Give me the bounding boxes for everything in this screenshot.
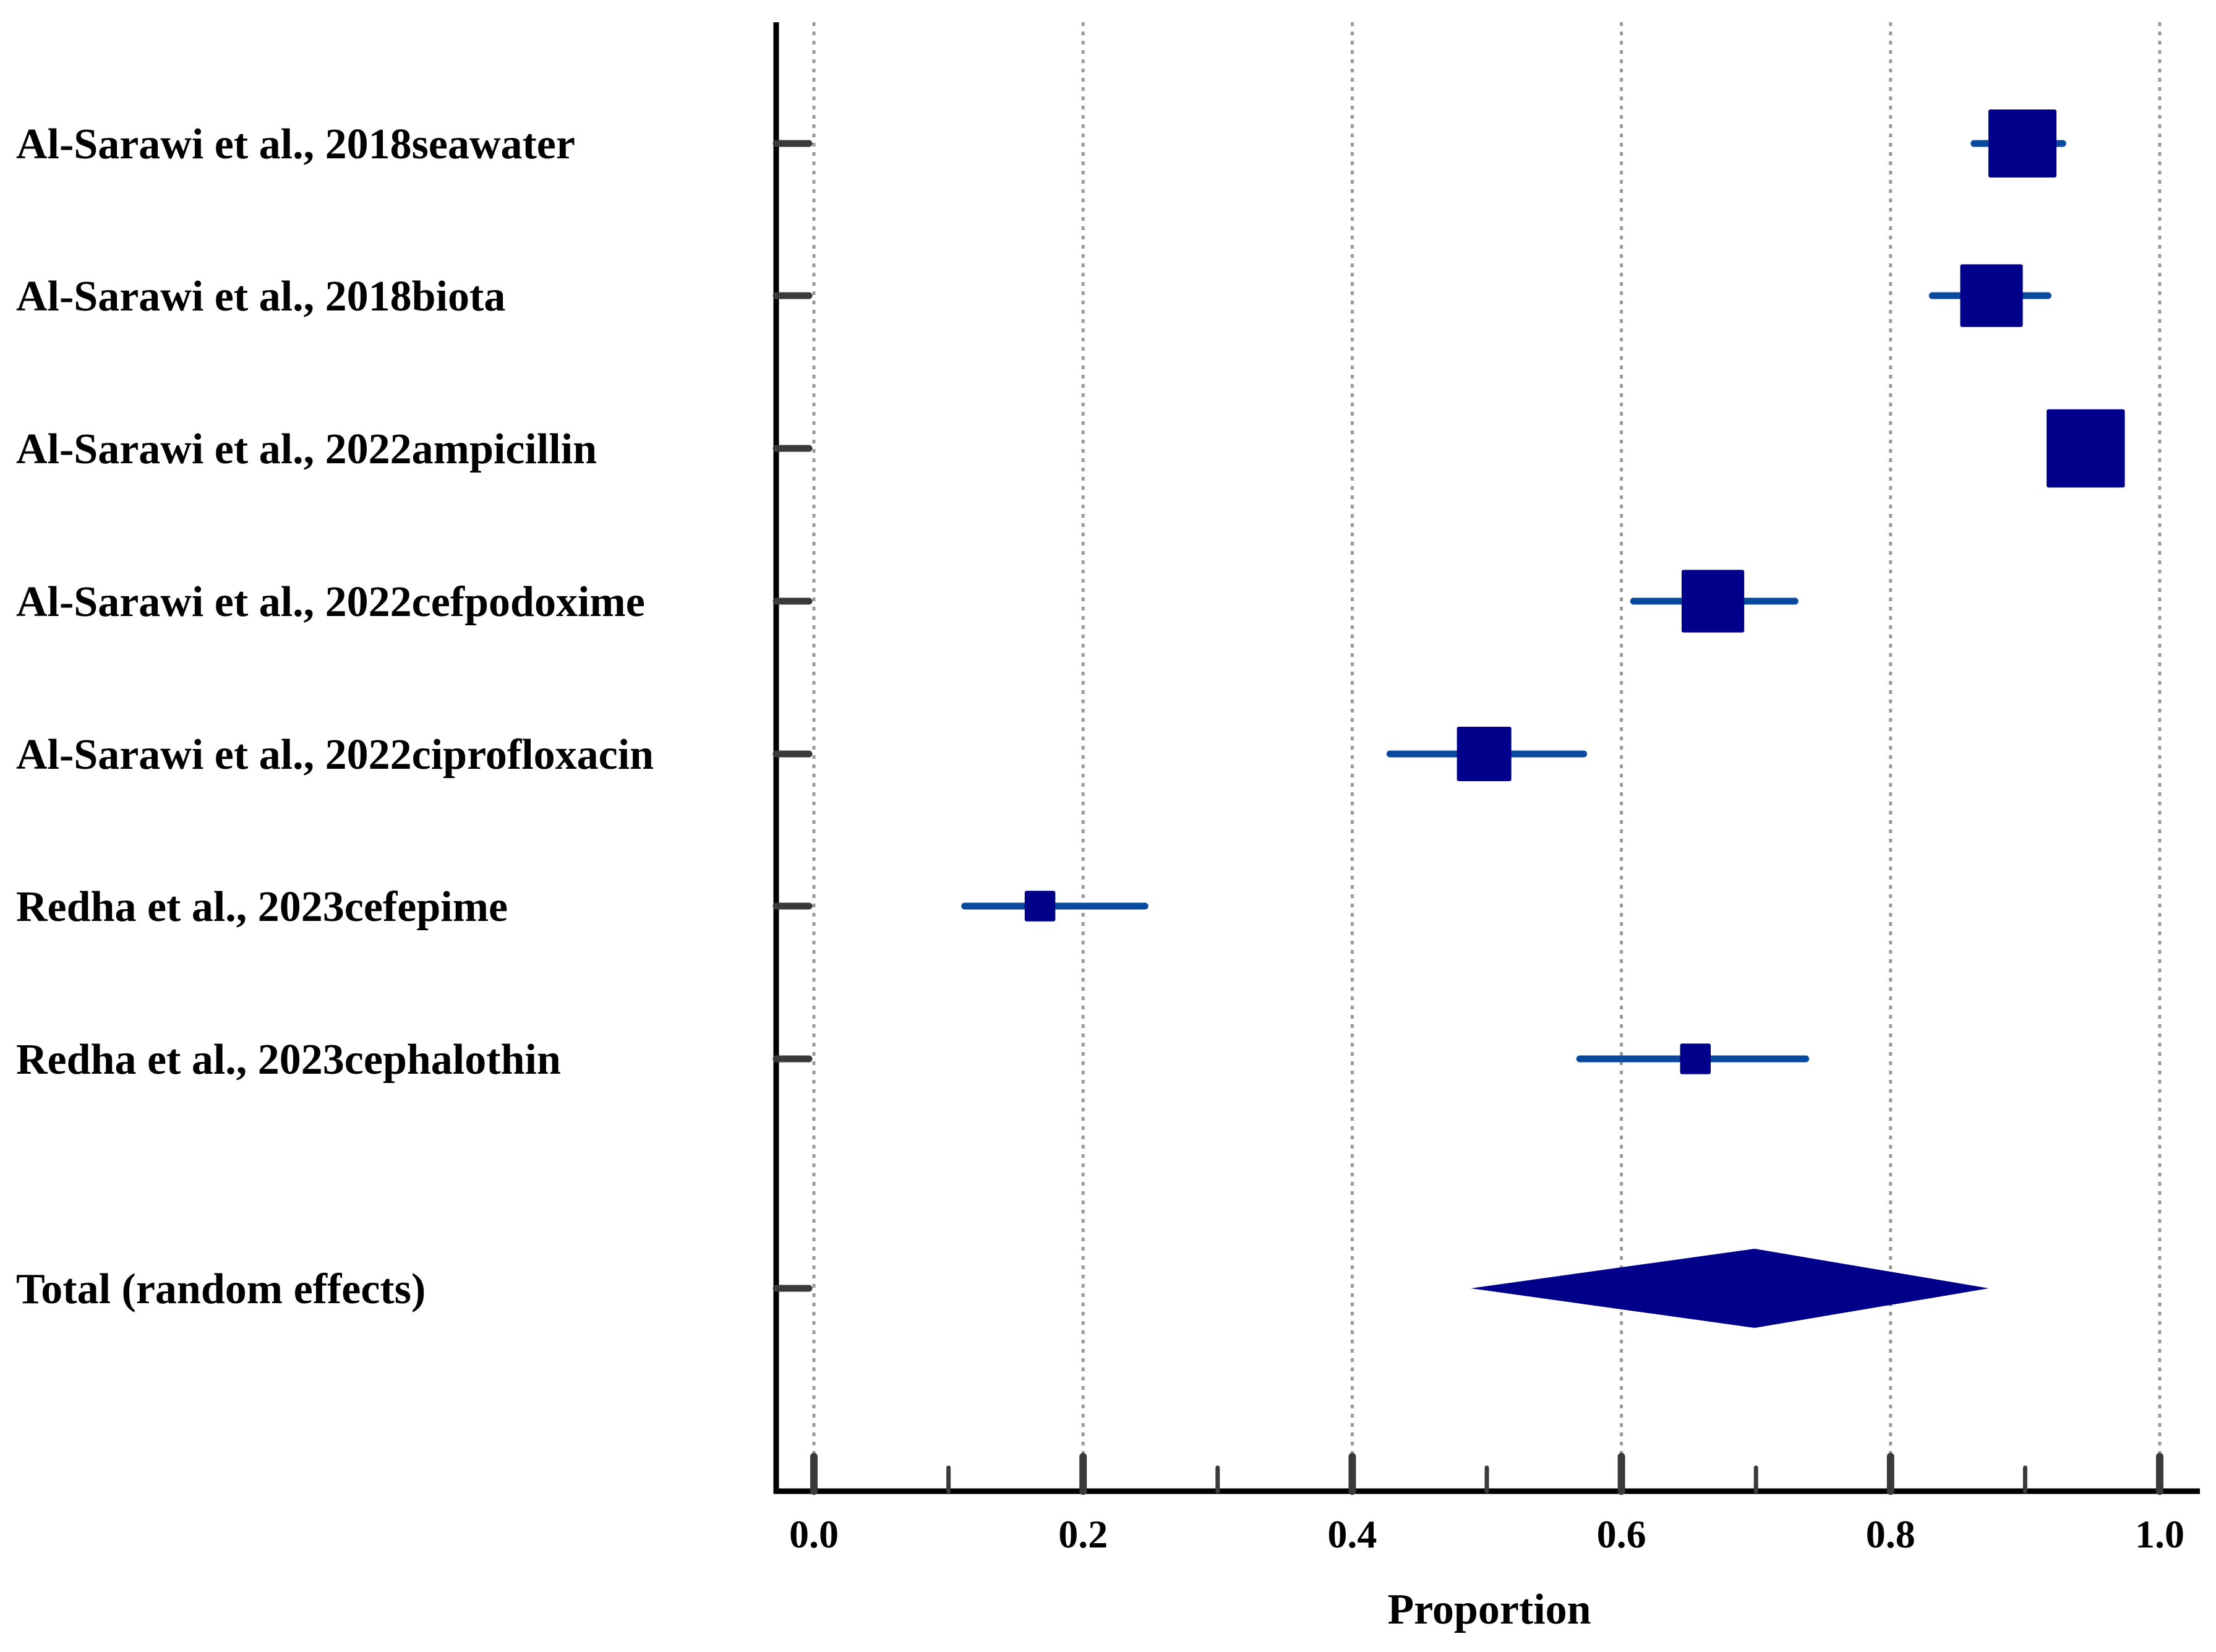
estimate-square-3 (1681, 570, 1745, 633)
estimate-square-1 (1960, 264, 2023, 327)
estimate-square-4 (1457, 727, 1512, 781)
study-label-4: Al-Sarawi et al., 2022ciprofloxacin (16, 731, 654, 779)
x-tick-label-0: 0.0 (789, 1512, 839, 1556)
x-tick-label-2: 0.4 (1327, 1512, 1377, 1556)
gridlines (812, 22, 2162, 1491)
study-labels: Al-Sarawi et al., 2018seawater Al-Sarawi … (16, 121, 654, 1313)
study-label-5: Redha et al., 2023cefepime (16, 883, 508, 931)
x-tick-label-4: 0.8 (1866, 1512, 1915, 1556)
study-marks (961, 109, 2125, 1328)
x-tick-label-3: 0.6 (1597, 1512, 1646, 1556)
pooled-label: Total (random effects) (16, 1265, 426, 1313)
estimate-square-5 (1024, 891, 1056, 922)
x-tick-label-1: 0.2 (1058, 1512, 1108, 1556)
study-label-3: Al-Sarawi et al., 2022cefpodoxime (16, 578, 645, 626)
x-axis-title: Proportion (1387, 1586, 1591, 1633)
study-label-2: Al-Sarawi et al., 2022ampicillin (16, 426, 597, 473)
x-tick-label-5: 1.0 (2135, 1512, 2184, 1556)
estimate-square-0 (1988, 109, 2057, 178)
study-label-0: Al-Sarawi et al., 2018seawater (16, 121, 575, 168)
study-label-6: Redha et al., 2023cephalothin (16, 1036, 561, 1084)
estimate-square-6 (1680, 1043, 1711, 1074)
estimate-square-2 (2047, 409, 2125, 488)
axes: 0.0 0.2 0.4 0.6 0.8 1.0 (772, 22, 2200, 1556)
study-label-1: Al-Sarawi et al., 2018biota (16, 273, 505, 320)
pooled-diamond (1470, 1249, 1989, 1328)
